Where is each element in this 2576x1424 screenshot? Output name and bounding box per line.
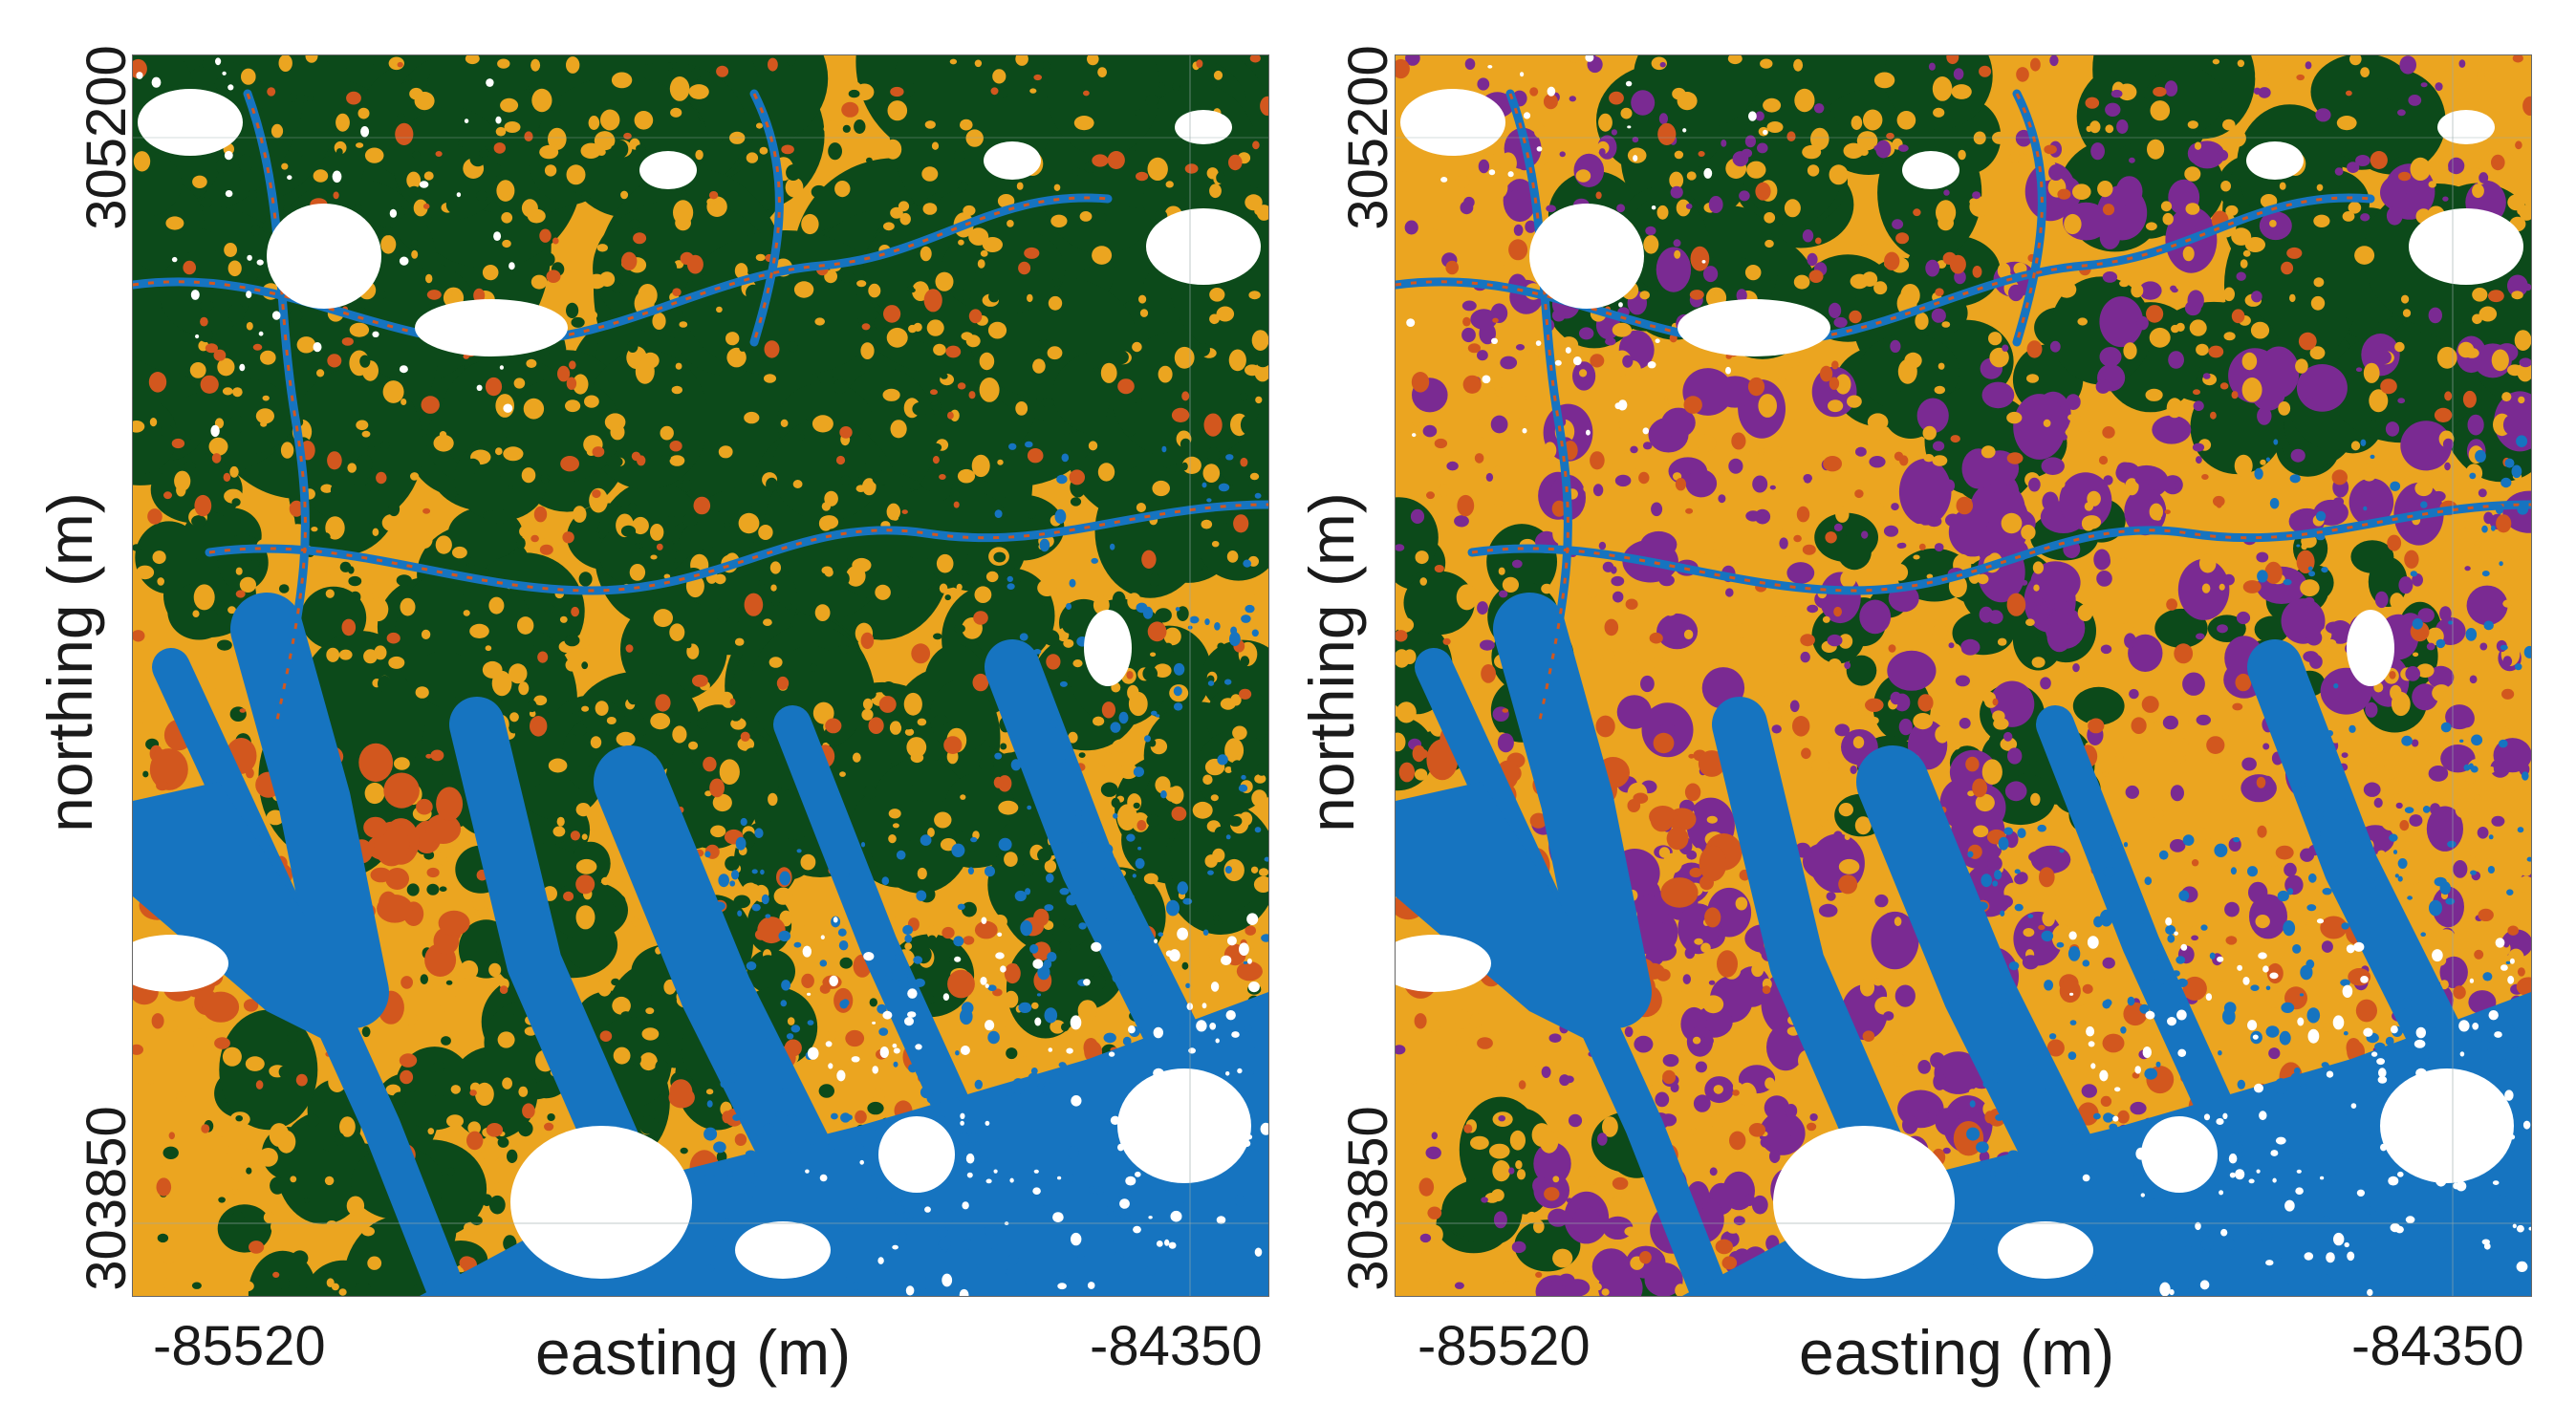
map-panel-left [132,54,1269,1297]
x-tick-right-min: -85520 [1418,1315,1591,1377]
y-tick-left-top: 305200 [75,45,138,230]
x-tick-right-max: -84350 [2351,1315,2524,1377]
landcover-map-right [1396,55,2531,1296]
y-axis-label-right: northing (m) [1295,492,1367,832]
y-tick-right-top: 305200 [1336,45,1399,230]
landcover-map-left [133,55,1268,1296]
y-axis-label-left: northing (m) [33,492,105,832]
x-axis-label-left: easting (m) [535,1317,852,1388]
y-tick-left-bottom: 303850 [75,1106,138,1291]
x-tick-left-max: -84350 [1090,1315,1263,1377]
y-tick-right-bottom: 303850 [1336,1106,1399,1291]
map-panel-right [1395,54,2532,1297]
x-axis-label-right: easting (m) [1799,1317,2115,1388]
x-tick-left-min: -85520 [153,1315,326,1377]
